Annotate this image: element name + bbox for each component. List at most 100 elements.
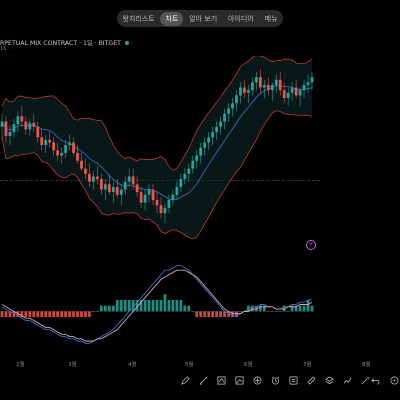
macd-histogram-bar bbox=[135, 299, 139, 312]
alarm-icon[interactable] bbox=[266, 373, 284, 387]
macd-histogram-bar bbox=[211, 311, 215, 318]
candle-body bbox=[219, 121, 222, 127]
alert-badge-icon[interactable]: + bbox=[306, 240, 316, 250]
candle-body bbox=[286, 92, 290, 98]
macd-histogram-bar bbox=[20, 311, 24, 318]
macd-histogram-bar bbox=[88, 311, 91, 318]
candle-body bbox=[16, 116, 20, 125]
candle-body bbox=[36, 126, 40, 138]
candle-body bbox=[258, 77, 262, 88]
macd-histogram-bar bbox=[48, 311, 52, 318]
candle-body bbox=[274, 79, 278, 85]
candle-body bbox=[187, 168, 191, 174]
macd-histogram-bar bbox=[24, 311, 28, 318]
shapes-icon[interactable] bbox=[212, 373, 230, 387]
candle-body bbox=[167, 200, 171, 208]
candle-body bbox=[262, 84, 266, 88]
candle-body bbox=[135, 184, 139, 193]
x-tick-label: 6월 bbox=[244, 362, 253, 368]
candle-body bbox=[306, 82, 310, 85]
candle-body bbox=[119, 189, 123, 195]
tab-explore[interactable]: 알아 보기 bbox=[189, 14, 218, 23]
candle-body bbox=[68, 142, 71, 146]
plus-circle-icon[interactable] bbox=[248, 373, 266, 387]
candle-body bbox=[290, 87, 294, 93]
candle-body bbox=[247, 90, 250, 93]
undo-icon[interactable] bbox=[369, 373, 381, 387]
macd-histogram-bar bbox=[195, 311, 199, 318]
candle-body bbox=[56, 150, 60, 156]
macd-histogram-bar bbox=[44, 311, 48, 318]
candle-body bbox=[147, 189, 151, 195]
candle-body bbox=[310, 77, 314, 83]
candle-body bbox=[0, 121, 4, 127]
market-status-dot bbox=[124, 41, 129, 45]
candle-body bbox=[40, 137, 44, 146]
pattern-icon[interactable] bbox=[230, 373, 248, 387]
candle-body bbox=[163, 207, 167, 214]
candle-body bbox=[151, 189, 155, 200]
candle-body bbox=[24, 121, 28, 130]
candle-body bbox=[282, 90, 286, 98]
pencil-icon[interactable] bbox=[176, 373, 194, 387]
more-icon[interactable] bbox=[388, 373, 400, 387]
tab-ideas[interactable]: 아이디어 bbox=[228, 14, 254, 23]
candle-body bbox=[88, 173, 91, 182]
indicator-label: 16 bbox=[0, 46, 7, 52]
macd-histogram-bar bbox=[183, 305, 187, 312]
macd-histogram-bar bbox=[294, 305, 298, 312]
candle-body bbox=[179, 179, 183, 187]
macd-histogram-bar bbox=[151, 299, 155, 312]
tab-menu[interactable]: 메뉴 bbox=[264, 14, 278, 23]
macd-line bbox=[1, 265, 313, 344]
candle-body bbox=[239, 87, 242, 96]
candle-body bbox=[12, 124, 16, 132]
symbol-title[interactable]: RPETUAL MIX CONTRACT · 1일 · BITGET bbox=[0, 38, 129, 47]
candle-body bbox=[278, 79, 282, 91]
candle-body bbox=[84, 168, 87, 174]
tab-chart[interactable]: 차트 bbox=[160, 11, 184, 26]
candle-body bbox=[223, 113, 226, 122]
x-tick-label: 7월 bbox=[303, 362, 312, 368]
macd-histogram-bar bbox=[12, 311, 16, 318]
macd-histogram-bar bbox=[187, 305, 191, 312]
macd-histogram-bar bbox=[266, 311, 270, 312]
candle-body bbox=[44, 139, 48, 146]
candle-body bbox=[175, 186, 179, 195]
brush-icon[interactable] bbox=[194, 373, 212, 387]
macd-histogram-bar bbox=[99, 305, 103, 312]
drawing-toolbar bbox=[176, 373, 374, 387]
candle-body bbox=[227, 108, 230, 114]
macd-histogram-bar bbox=[286, 311, 290, 312]
layers-icon[interactable] bbox=[320, 373, 338, 387]
macd-histogram-bar bbox=[231, 311, 234, 318]
macd-histogram-bar bbox=[103, 305, 107, 312]
top-tab-bar: 왓치리스트 차트 알아 보기 아이디어 메뉴 bbox=[117, 10, 283, 27]
macd-histogram-bar bbox=[215, 311, 219, 318]
candle-body bbox=[32, 122, 36, 127]
candle-body bbox=[4, 121, 8, 136]
macd-histogram-bar bbox=[251, 305, 254, 312]
candle-body bbox=[171, 194, 175, 200]
macd-histogram-bar bbox=[60, 311, 63, 318]
macd-histogram-bar bbox=[207, 311, 211, 318]
price-chart[interactable] bbox=[0, 56, 320, 356]
magic-wand-icon[interactable] bbox=[356, 373, 374, 387]
candle-body bbox=[48, 139, 52, 143]
macd-histogram-bar bbox=[199, 311, 203, 318]
macd-histogram-bar bbox=[223, 311, 226, 318]
macd-histogram-bar bbox=[115, 299, 119, 312]
candle-body bbox=[243, 87, 246, 93]
bollinger-lower bbox=[1, 110, 313, 240]
tab-watchlist[interactable]: 왓치리스트 bbox=[122, 14, 155, 23]
ruler-icon[interactable] bbox=[302, 373, 320, 387]
macd-histogram-bar bbox=[16, 311, 20, 318]
bollinger-fill bbox=[1, 56, 313, 239]
template-icon[interactable] bbox=[284, 373, 302, 387]
x-tick-label: 4월 bbox=[128, 362, 137, 368]
macd-histogram-bar bbox=[40, 311, 44, 318]
candle-body bbox=[28, 122, 32, 130]
trend-icon[interactable] bbox=[338, 373, 356, 387]
macd-histogram-bar bbox=[28, 311, 32, 318]
macd-histogram-bar bbox=[171, 299, 175, 312]
